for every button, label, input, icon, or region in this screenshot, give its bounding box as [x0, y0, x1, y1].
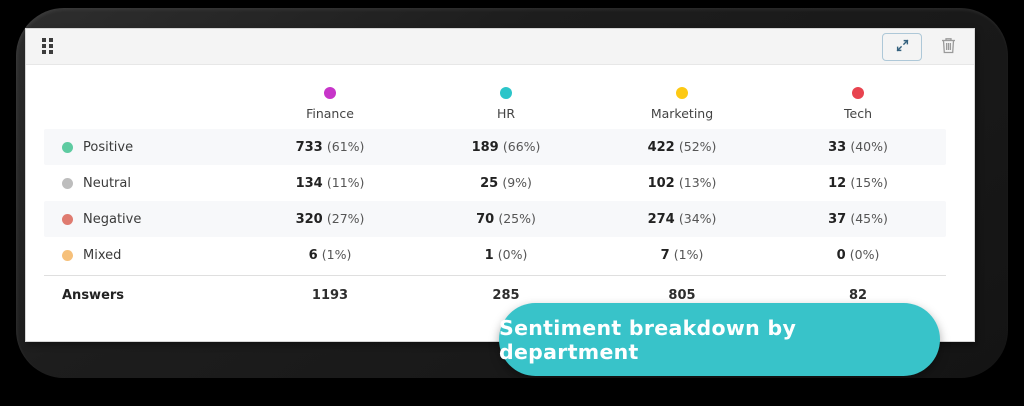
- cell-mixed-finance: 6 (1%): [308, 247, 352, 263]
- cell-negative-marketing: 274 (34%): [647, 211, 717, 227]
- caption-text: Sentiment breakdown by department: [499, 315, 797, 364]
- table-header-row: Finance HR Marketing: [44, 77, 946, 129]
- row-label: Neutral: [83, 175, 131, 191]
- resize-widget-button[interactable]: [882, 32, 922, 61]
- cell-neutral-marketing: 102 (13%): [647, 175, 717, 191]
- table-row-mixed: Mixed 6 (1%) 1 (0%) 7 (1%) 0 (0%): [44, 237, 946, 273]
- cell-negative-finance: 320 (27%): [295, 211, 365, 227]
- trash-icon: [941, 37, 956, 57]
- drag-handle-icon[interactable]: [42, 38, 58, 56]
- table-row-positive: Positive 733 (61%) 189 (66%) 422 (52%) 3…: [44, 129, 946, 165]
- column-label: Finance: [306, 106, 354, 121]
- cell-neutral-finance: 134 (11%): [295, 175, 365, 191]
- cell-positive-marketing: 422 (52%): [647, 139, 717, 155]
- cell-mixed-hr: 1 (0%): [484, 247, 528, 263]
- column-header-finance: Finance: [242, 87, 418, 121]
- total-marketing: 805: [668, 287, 696, 303]
- widget-card: Finance HR Marketing: [25, 28, 975, 342]
- delete-widget-button[interactable]: [938, 36, 958, 58]
- cell-positive-finance: 733 (61%): [295, 139, 365, 155]
- footer-label: Answers: [62, 287, 125, 303]
- table-footer-answers: Answers 1193 285 805 82: [44, 276, 946, 314]
- diagonal-resize-arrows-icon: [895, 38, 910, 56]
- column-header-hr: HR: [418, 87, 594, 121]
- marketing-dot-icon: [676, 87, 688, 99]
- sentiment-table: Finance HR Marketing: [26, 65, 974, 314]
- row-label: Mixed: [83, 247, 122, 263]
- column-label: Marketing: [650, 106, 714, 121]
- total-hr: 285: [492, 287, 520, 303]
- table-row-neutral: Neutral 134 (11%) 25 (9%) 102 (13%) 12 (…: [44, 165, 946, 201]
- column-header-marketing: Marketing: [594, 87, 770, 121]
- row-label: Negative: [83, 211, 142, 227]
- total-finance: 1193: [311, 287, 349, 303]
- mixed-dot-icon: [62, 249, 73, 261]
- cell-positive-hr: 189 (66%): [471, 139, 541, 155]
- finance-dot-icon: [324, 87, 336, 99]
- column-header-tech: Tech: [770, 87, 946, 121]
- row-label: Positive: [83, 139, 134, 155]
- cell-negative-tech: 37 (45%): [828, 211, 888, 227]
- tech-dot-icon: [852, 87, 864, 99]
- footer-divider: [44, 275, 946, 276]
- table-row-negative: Negative 320 (27%) 70 (25%) 274 (34%) 37…: [44, 201, 946, 237]
- cell-neutral-hr: 25 (9%): [480, 175, 532, 191]
- positive-dot-icon: [62, 141, 73, 153]
- column-label: HR: [496, 106, 516, 121]
- neutral-dot-icon: [62, 177, 73, 189]
- negative-dot-icon: [62, 213, 73, 225]
- column-label: Tech: [844, 106, 872, 121]
- cell-mixed-marketing: 7 (1%): [660, 247, 704, 263]
- cell-mixed-tech: 0 (0%): [836, 247, 880, 263]
- hr-dot-icon: [500, 87, 512, 99]
- cell-neutral-tech: 12 (15%): [828, 175, 888, 191]
- cell-negative-hr: 70 (25%): [476, 211, 536, 227]
- caption-pill: Sentiment breakdown by department: [499, 303, 940, 376]
- widget-toolbar: [26, 29, 974, 65]
- total-tech: 82: [848, 287, 868, 303]
- cell-positive-tech: 33 (40%): [828, 139, 888, 155]
